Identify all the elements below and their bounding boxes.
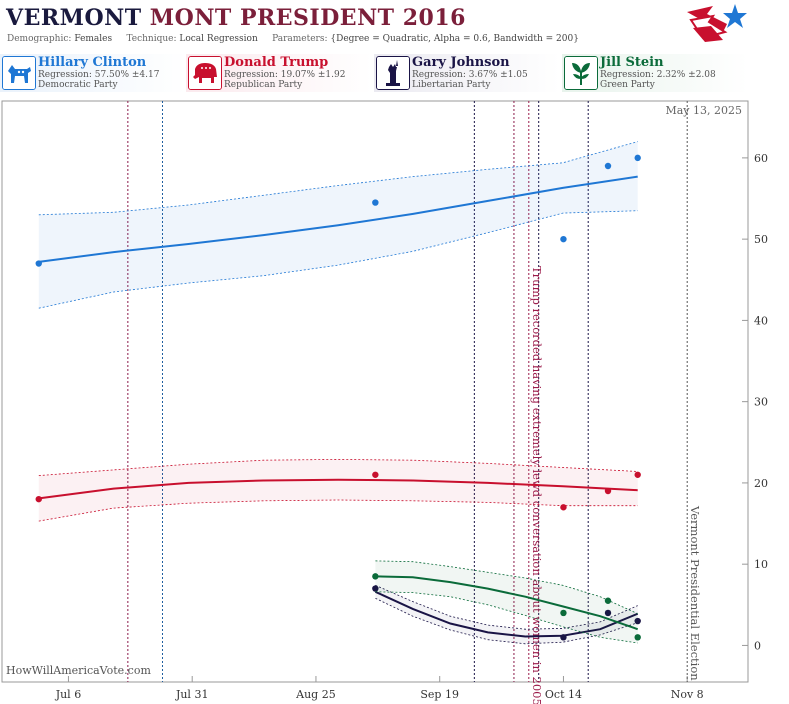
demographic-value: Females (74, 34, 113, 44)
header: VERMONT MONT PRESIDENT 2016 Demographic:… (0, 0, 789, 52)
annotation-text: Vermont Presidential Election (688, 505, 702, 681)
candidate-regression: Regression: 2.32% ±2.08 (600, 70, 716, 80)
poll-point (604, 609, 612, 617)
poll-point (634, 154, 641, 162)
poll-point (604, 487, 612, 495)
poll-point (634, 471, 641, 478)
candidate-name: Jill Stein (600, 55, 664, 70)
title-rest: MONT PRESIDENT 2016 (149, 5, 466, 31)
plot-frame (1, 100, 749, 683)
y-tick-label: 40 (754, 314, 768, 327)
y-tick-label: 0 (754, 639, 761, 652)
y-tick-label: 20 (754, 477, 768, 490)
parameters-value: {Degree = Quadratic, Alpha = 0.6, Bandwi… (330, 34, 579, 44)
technique-value: Local Regression (179, 34, 258, 44)
x-tick-label: Jul 31 (175, 688, 209, 701)
legend-item-johnson[interactable]: Gary Johnson Regression: 3.67% ±1.05 Lib… (374, 54, 560, 92)
x-tick-label: Aug 25 (295, 688, 336, 701)
candidate-name: Gary Johnson (412, 55, 510, 70)
poll-point (560, 634, 567, 641)
candidate-name: Donald Trump (224, 55, 329, 70)
statue-of-liberty-icon (376, 56, 410, 90)
candidate-name: Hillary Clinton (38, 55, 147, 70)
candidate-party: Democratic Party (38, 80, 118, 90)
poll-point (560, 609, 567, 617)
trend-line (38, 175, 638, 263)
parameters-line: Demographic: Females Technique: Local Re… (7, 34, 579, 44)
candidate-party: Republican Party (224, 80, 303, 90)
poll-point (372, 471, 379, 478)
date-label: May 13, 2025 (665, 104, 742, 117)
confidence-band (38, 459, 638, 522)
poll-point (634, 617, 641, 625)
candidate-regression: Regression: 3.67% ±1.05 (412, 70, 528, 80)
poll-point (634, 634, 641, 641)
poll-point (560, 235, 567, 243)
legend-item-stein[interactable]: Jill Stein Regression: 2.32% ±2.08 Green… (562, 54, 748, 92)
poll-point (604, 597, 612, 604)
trend-line (375, 575, 639, 631)
lower-bound-line (375, 597, 638, 645)
lower-bound-line (38, 499, 638, 522)
flag-star-logo (687, 4, 747, 42)
upper-bound-line (38, 141, 638, 216)
poll-chart: May 13, 2025 0 10 20 30 40 50 60 Jul 6 Jul 31 Aug … (1, 100, 768, 704)
candidate-legend: Hillary Clinton Regression: 57.50% ±4.17… (0, 54, 752, 94)
poll-point (372, 199, 379, 206)
upper-bound-line (375, 560, 638, 615)
y-tick-label: 50 (754, 233, 768, 246)
poll-point (35, 495, 42, 503)
upper-bound-line (38, 458, 638, 476)
legend-item-clinton[interactable]: Hillary Clinton Regression: 57.50% ±4.17… (0, 54, 186, 92)
y-tick-label: 30 (754, 396, 768, 409)
y-tick-label: 60 (754, 152, 768, 165)
page-title: VERMONT MONT PRESIDENT 2016 (6, 5, 466, 31)
legend-item-trump[interactable]: Donald Trump Regression: 19.07% ±1.92 Re… (186, 54, 372, 92)
poll-point (35, 260, 42, 267)
elephant-icon (188, 56, 222, 90)
x-tick-label: Oct 14 (545, 688, 582, 701)
trend-line (374, 590, 639, 638)
lower-bound-line (375, 591, 638, 644)
poll-point (372, 573, 379, 580)
x-tick-label: Jul 6 (55, 688, 82, 701)
parameters-label: Parameters: (272, 34, 328, 44)
demographic-label: Demographic: (7, 34, 72, 44)
poll-point (604, 162, 612, 170)
donkey-icon (2, 56, 36, 90)
technique-label: Technique: (126, 34, 177, 44)
candidate-regression: Regression: 57.50% ±4.17 (38, 70, 160, 80)
x-tick-label: Sep 19 (420, 688, 459, 701)
candidate-party: Green Party (600, 80, 655, 90)
candidate-regression: Regression: 19.07% ±1.92 (224, 70, 346, 80)
x-tick-label: Nov 8 (671, 688, 704, 701)
attribution: HowWillAmericaVote.com (6, 664, 151, 677)
poll-point (560, 504, 567, 511)
poll-point (372, 585, 379, 592)
leaf-icon (564, 56, 598, 90)
trend-line (38, 478, 638, 500)
candidate-party: Libertarian Party (412, 80, 491, 90)
y-tick-label: 10 (754, 558, 768, 571)
lower-bound-line (38, 210, 638, 309)
title-state: VERMONT (6, 5, 142, 31)
